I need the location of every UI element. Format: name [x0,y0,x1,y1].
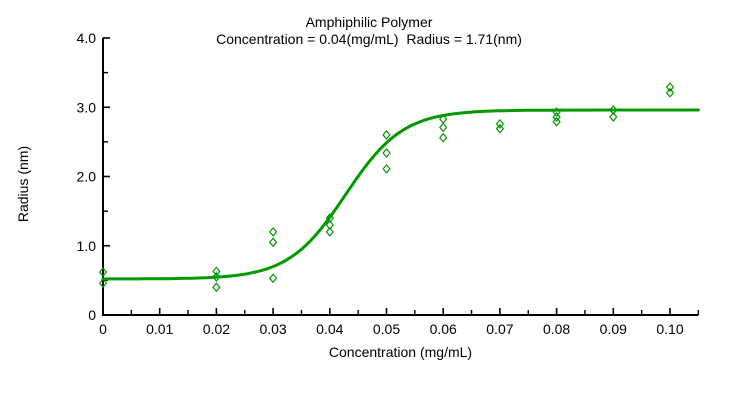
y-tick-label: 1.0 [77,238,97,254]
data-point-diamond [325,220,334,230]
data-point-diamond [325,226,334,237]
x-tick-label: 0.06 [430,321,457,337]
data-point-diamond [495,118,505,129]
data-point-diamond [552,116,561,127]
x-tick-label: 0.02 [203,321,230,337]
data-point-diamond [325,213,334,223]
data-point-diamond [665,82,675,93]
x-tick-label: 0.03 [259,321,286,337]
data-point-diamond [609,105,618,115]
data-point-diamond [268,237,278,248]
x-axis-label: Concentration (mg/mL) [328,344,473,360]
x-tick-label: 0.04 [316,321,343,337]
data-point-diamond [439,132,448,143]
chart-title: Amphiphilic Polymer [305,14,433,30]
data-point-diamond [212,282,221,293]
x-tick-label: 0.01 [146,321,173,337]
data-point-diamond [439,122,448,133]
data-point-diamond [665,87,675,98]
x-tick-label: 0 [99,321,107,337]
data-point-diamond [382,163,391,174]
y-tick-label: 4.0 [77,30,97,46]
x-tick-label: 0.08 [543,321,570,337]
x-tick-label: 0.05 [373,321,400,337]
y-tick-label: 0 [88,307,96,323]
chart-subtitle: Concentration = 0.04(mg/mL) Radius = 1.7… [216,31,522,47]
data-point-diamond [382,148,391,158]
data-point-diamond [98,267,108,277]
x-tick-label: 0.09 [600,321,627,337]
data-point-diamond [98,278,108,289]
data-point-diamond [212,271,221,282]
data-point-diamond [495,123,505,134]
fit-curve [101,108,700,281]
axis-lines [102,38,699,316]
x-tick-label: 0.10 [656,321,683,337]
y-tick-label: 3.0 [77,99,97,115]
data-point-diamond [552,112,561,122]
data-point-diamond [268,273,278,284]
data-point-diamond [609,112,618,122]
x-tick-label: 0.07 [486,321,513,337]
data-point-diamond [212,266,221,277]
y-tick-label: 2.0 [77,169,97,185]
data-point-diamond [268,226,278,237]
data-point-diamond [552,107,561,118]
data-point-diamond [382,130,391,140]
